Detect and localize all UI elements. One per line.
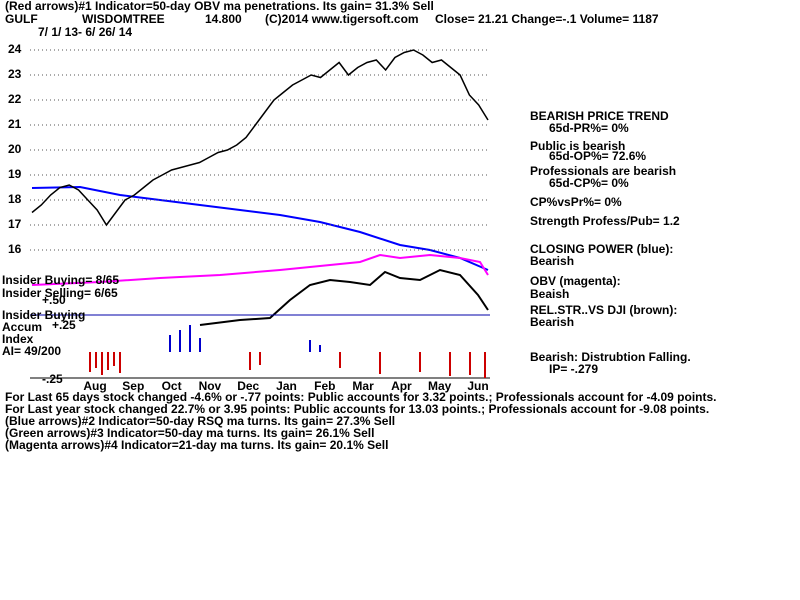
x-tick-label: Feb xyxy=(314,379,335,393)
x-tick-label: Mar xyxy=(352,379,374,393)
left-label: Index xyxy=(2,332,34,346)
side-label: 65d-CP%= 0% xyxy=(549,176,629,190)
header-text: 14.800 xyxy=(205,12,242,26)
y-tick-label: 22 xyxy=(8,92,22,106)
left-label: Accum xyxy=(2,320,42,334)
y-tick-label: 19 xyxy=(8,167,22,181)
header-text: Close= 21.21 Change=-.1 Volume= 1187 xyxy=(435,12,659,26)
side-label: 65d-OP%= 72.6% xyxy=(549,149,646,163)
y-tick-label: 20 xyxy=(8,142,22,156)
side-label: CP%vsPr%= 0% xyxy=(530,195,622,209)
header-text: (C)2014 www.tigersoft.com xyxy=(265,12,419,26)
footer-text: For Last 65 days stock changed -4.6% or … xyxy=(5,390,717,404)
side-label: OBV (magenta): xyxy=(530,274,621,288)
side-label: Strength Profess/Pub= 1.2 xyxy=(530,214,680,228)
y-tick-label: 24 xyxy=(8,42,22,56)
left-label: +.25 xyxy=(52,318,76,332)
x-tick-label: Jan xyxy=(276,379,297,393)
left-label: AI= 49/200 xyxy=(2,344,61,358)
left-label: Insider Selling= 6/65 xyxy=(2,286,118,300)
left-label: Insider Buying xyxy=(2,308,85,322)
side-label: Bearish xyxy=(530,254,574,268)
accum-histogram-blue xyxy=(169,325,321,352)
x-tick-label: Dec xyxy=(237,379,259,393)
y-tick-label: 18 xyxy=(8,192,22,206)
header-text: GULF xyxy=(5,12,38,26)
header-text: WISDOMTREE xyxy=(82,12,165,26)
y-tick-label: 23 xyxy=(8,67,22,81)
accum-histogram-red xyxy=(89,352,486,378)
x-tick-label: Oct xyxy=(162,379,182,393)
footer-text: For Last year stock changed 22.7% or 3.9… xyxy=(5,402,709,416)
x-tick-label: Aug xyxy=(83,379,106,393)
side-label: CLOSING POWER (blue): xyxy=(530,242,673,256)
footer-text: (Magenta arrows)#4 Indicator=21-day ma t… xyxy=(5,438,388,452)
left-label: +.50 xyxy=(42,293,66,307)
side-label: REL.STR..VS DJI (brown): xyxy=(530,303,677,317)
side-label: BEARISH PRICE TREND xyxy=(530,109,669,123)
x-tick-label: Nov xyxy=(199,379,222,393)
x-tick-label: Jun xyxy=(467,379,488,393)
x-tick-label: May xyxy=(428,379,452,393)
price-line xyxy=(31,49,489,227)
rel-strength-line xyxy=(199,268,489,326)
footer-text: (Blue arrows)#2 Indicator=50-day RSQ ma … xyxy=(5,414,395,428)
header-text: (Red arrows)#1 Indicator=50-day OBV ma p… xyxy=(5,0,434,13)
y-tick-label: 16 xyxy=(8,242,22,256)
x-tick-label: Apr xyxy=(391,379,412,393)
side-label: Beaish xyxy=(530,287,569,301)
obv-line xyxy=(31,253,489,286)
side-label: Professionals are bearish xyxy=(530,164,676,178)
side-label: 65d-PR%= 0% xyxy=(549,121,629,135)
left-label: Insider Buying= 8/65 xyxy=(2,273,119,287)
side-label: Public is bearish xyxy=(530,139,625,153)
left-label: -.25 xyxy=(42,372,63,386)
side-label: Bearish: Distrubtion Falling. xyxy=(530,350,691,364)
side-label: IP= -.279 xyxy=(549,362,598,376)
side-label: Bearish xyxy=(530,315,574,329)
footer-text: (Green arrows)#3 Indicator=50-day ma tur… xyxy=(5,426,374,440)
x-tick-label: Sep xyxy=(122,379,144,393)
y-tick-label: 17 xyxy=(8,217,22,231)
header-text: 7/ 1/ 13- 6/ 26/ 14 xyxy=(38,25,132,39)
y-tick-label: 21 xyxy=(8,117,22,131)
